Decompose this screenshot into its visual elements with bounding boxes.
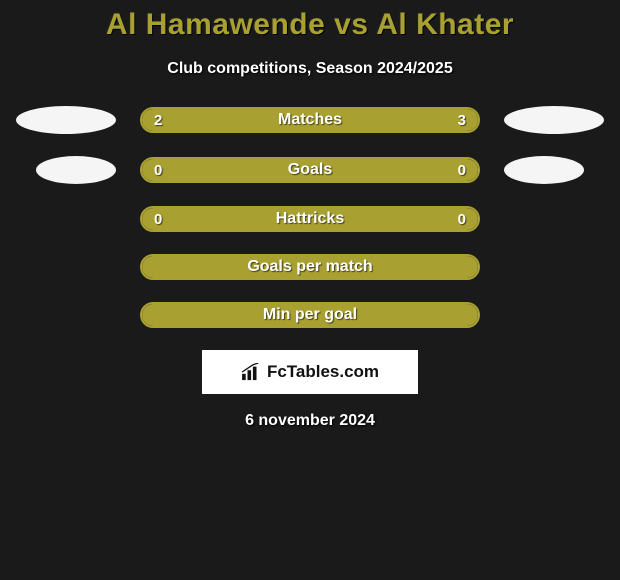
stat-row: 00Goals xyxy=(0,156,620,184)
stat-label: Goals xyxy=(142,161,478,179)
chart-container: Al Hamawende vs Al Khater Club competiti… xyxy=(0,0,620,430)
stat-rows: 23Matches 00Goals 00Hattricks Goals per mat… xyxy=(0,106,620,328)
subtitle: Club competitions, Season 2024/2025 xyxy=(0,60,620,78)
stat-label: Min per goal xyxy=(142,306,478,324)
stat-row: Min per goal xyxy=(0,302,620,328)
left-ellipse xyxy=(16,106,116,134)
stat-bar: 23Matches xyxy=(140,107,480,133)
right-ellipse xyxy=(504,106,604,134)
brand-text: FcTables.com xyxy=(267,362,379,382)
stat-row: 23Matches xyxy=(0,106,620,134)
stat-bar: Goals per match xyxy=(140,254,480,280)
stat-label: Goals per match xyxy=(142,258,478,276)
stat-bar: 00Goals xyxy=(140,157,480,183)
stat-label: Hattricks xyxy=(142,210,478,228)
stat-row: Goals per match xyxy=(0,254,620,280)
brand-badge[interactable]: FcTables.com xyxy=(202,350,418,394)
page-title: Al Hamawende vs Al Khater xyxy=(0,8,620,42)
right-ellipse xyxy=(504,156,584,184)
bar-chart-icon xyxy=(241,363,263,381)
stat-row: 00Hattricks xyxy=(0,206,620,232)
stat-bar: 00Hattricks xyxy=(140,206,480,232)
stat-label: Matches xyxy=(142,111,478,129)
left-ellipse xyxy=(36,156,116,184)
stat-bar: Min per goal xyxy=(140,302,480,328)
date-text: 6 november 2024 xyxy=(0,412,620,430)
